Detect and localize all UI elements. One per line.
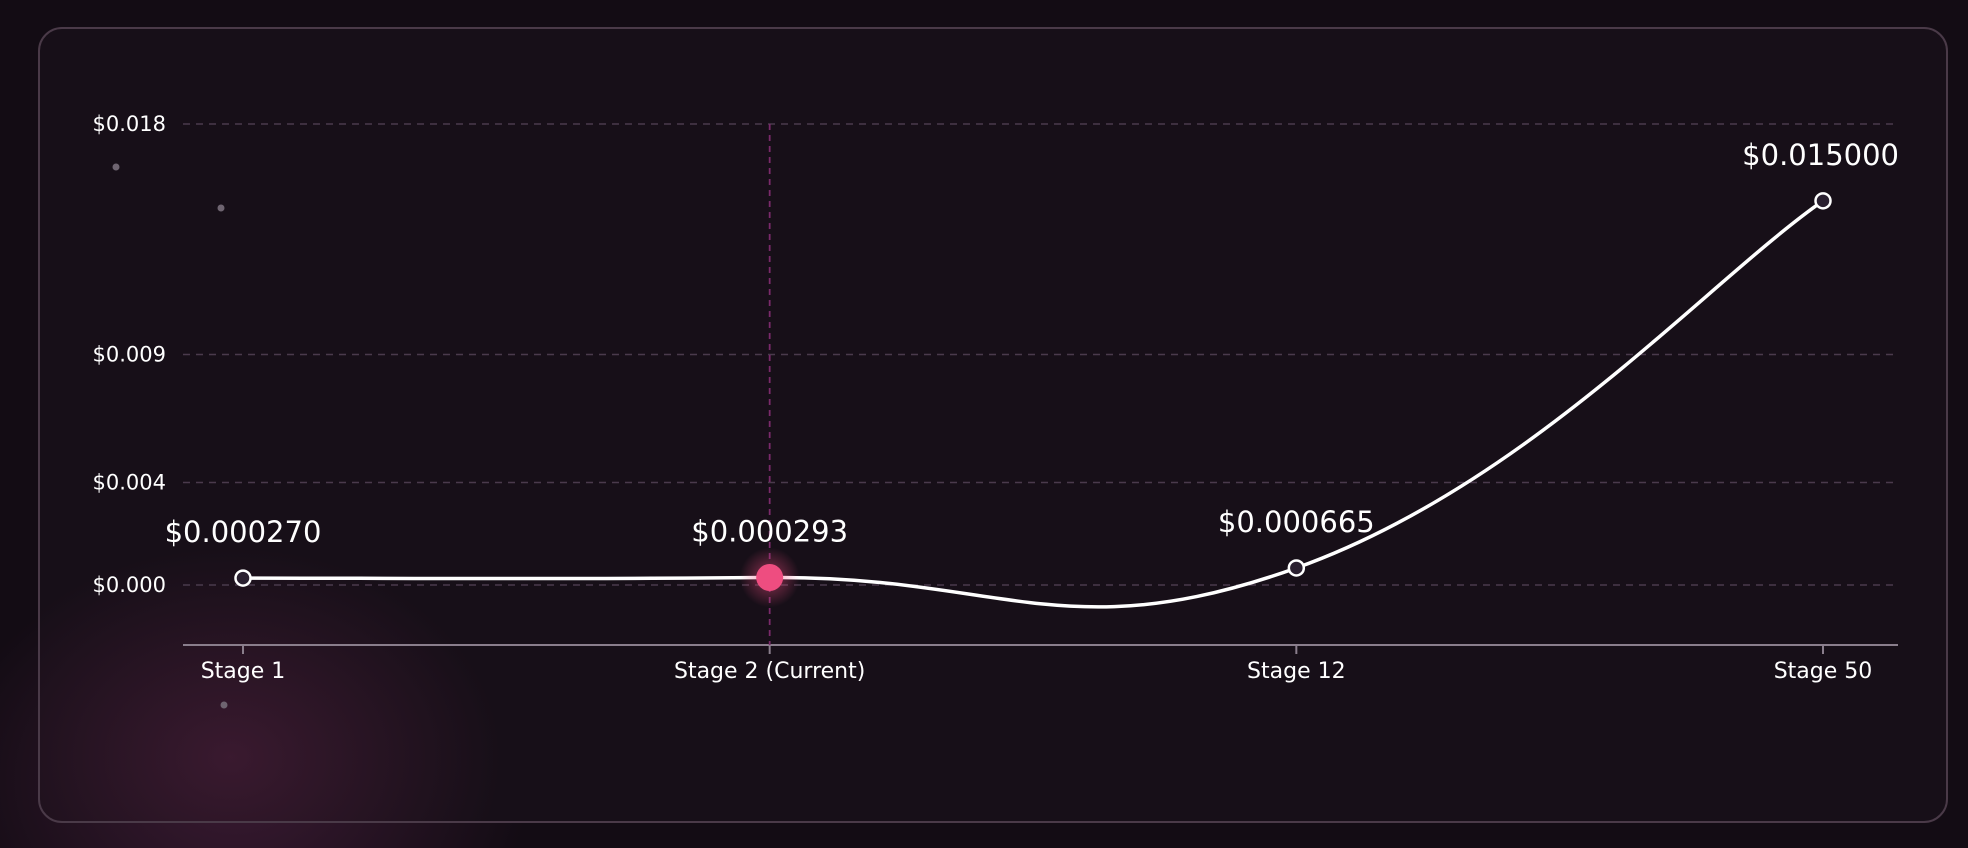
chart-panel	[38, 27, 1948, 823]
data-point	[1814, 192, 1832, 210]
x-tick-label: Stage 2 (Current)	[674, 659, 865, 684]
data-point	[1287, 559, 1306, 577]
y-tick-label: $0.004	[93, 471, 166, 495]
y-tick-label: $0.009	[93, 343, 166, 367]
x-tick-labels: Stage 1 Stage 2 (Current) Stage 12 Stage 50	[201, 659, 1873, 684]
x-tick-label: Stage 50	[1774, 659, 1873, 684]
decorative-dot	[112, 163, 120, 171]
decorative-dot	[217, 204, 225, 212]
price-series	[241, 199, 1825, 609]
data-label: $0.000665	[1218, 505, 1375, 539]
y-tick-label: $0.018	[93, 112, 166, 136]
data-label: $0.000293	[691, 514, 848, 548]
x-tick-label: Stage 1	[201, 659, 286, 684]
series-line	[241, 199, 1825, 609]
data-label: $0.000270	[165, 515, 322, 549]
decorative-dot	[220, 701, 228, 709]
y-tick-label: $0.000	[93, 573, 166, 597]
data-point	[234, 569, 252, 587]
x-tick-label: Stage 12	[1247, 659, 1346, 684]
data-points	[234, 192, 1832, 608]
y-tick-labels: $0.000 $0.004 $0.009 $0.018	[93, 112, 166, 597]
decorative-dots	[112, 163, 228, 709]
data-labels: $0.000270 $0.000293 $0.000665 $0.015000	[165, 138, 1899, 549]
data-point-current	[756, 563, 784, 591]
x-axis	[183, 644, 1898, 654]
data-label: $0.015000	[1742, 138, 1899, 172]
